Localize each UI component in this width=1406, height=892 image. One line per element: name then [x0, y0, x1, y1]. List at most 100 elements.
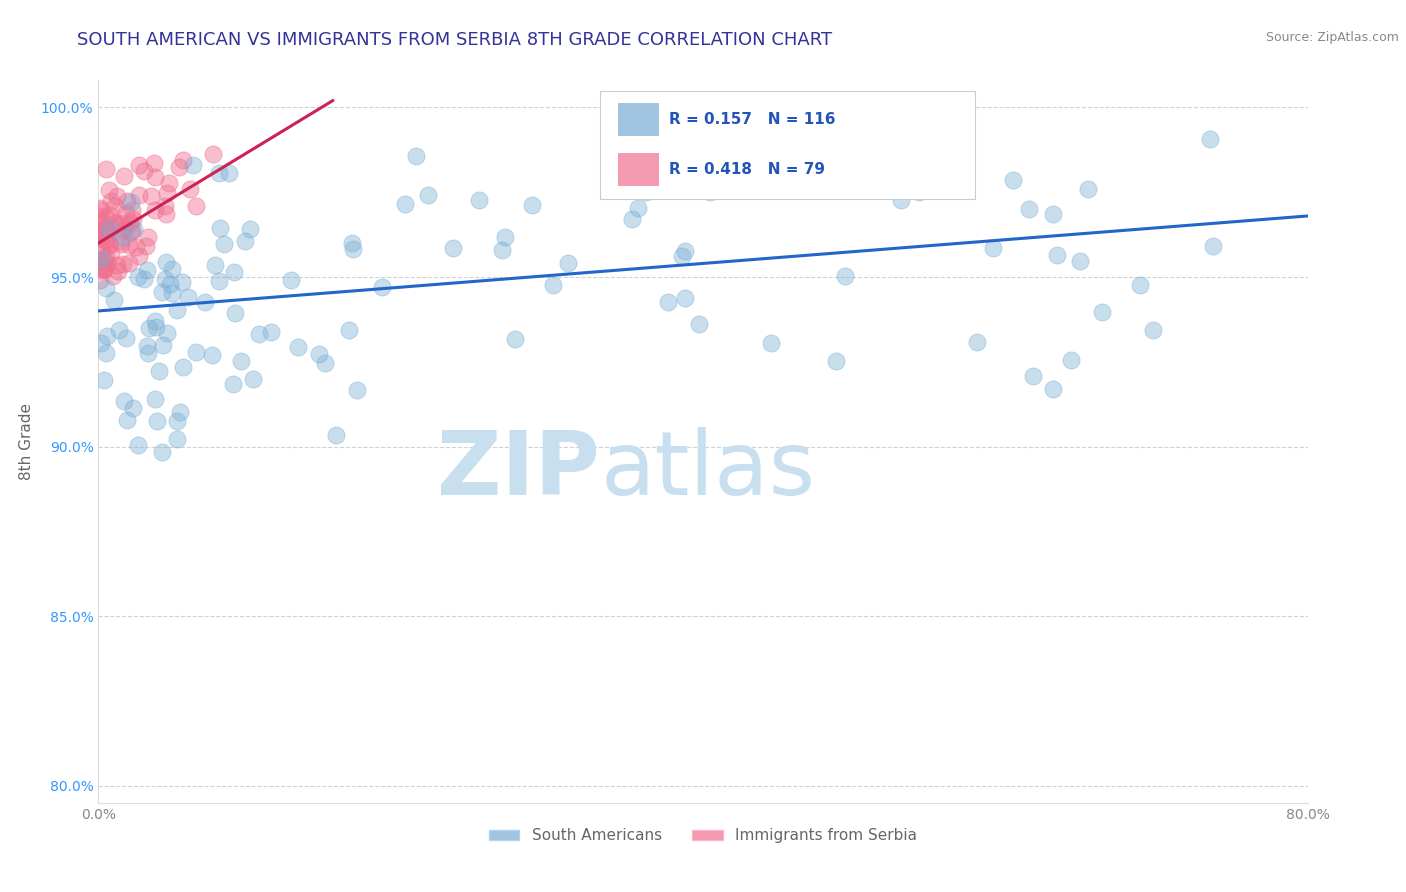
Point: [118, 215, 141, 229]
Point: [1042, 206, 1064, 220]
Point: [337, 323, 360, 337]
Point: [495, 230, 517, 244]
Point: [673, 244, 696, 258]
Point: [394, 197, 416, 211]
Point: [143, 202, 166, 217]
Point: [94, 255, 117, 269]
Point: [143, 314, 166, 328]
Point: [224, 306, 246, 320]
Point: [824, 353, 846, 368]
FancyBboxPatch shape: [619, 103, 659, 136]
Legend: South Americans, Immigrants from Serbia: South Americans, Immigrants from Serbia: [482, 822, 924, 849]
Point: [166, 414, 188, 428]
Point: [112, 169, 135, 183]
Point: [287, 340, 309, 354]
Point: [91, 237, 114, 252]
Point: [955, 94, 977, 108]
Point: [1129, 278, 1152, 293]
Point: [96, 256, 118, 270]
Point: [491, 243, 513, 257]
Point: [280, 273, 302, 287]
Point: [125, 240, 148, 254]
Point: [121, 223, 143, 237]
Point: [1018, 202, 1040, 216]
Point: [340, 236, 363, 251]
Point: [94, 211, 117, 225]
Point: [110, 237, 132, 252]
Point: [247, 326, 270, 341]
Point: [89, 253, 111, 268]
Point: [179, 182, 201, 196]
Point: [90, 335, 112, 350]
Text: SOUTH AMERICAN VS IMMIGRANTS FROM SERBIA 8TH GRADE CORRELATION CHART: SOUTH AMERICAN VS IMMIGRANTS FROM SERBIA…: [77, 31, 832, 49]
Point: [1069, 253, 1091, 268]
Point: [208, 166, 231, 180]
Point: [148, 364, 170, 378]
FancyBboxPatch shape: [619, 153, 659, 186]
Point: [441, 241, 464, 255]
Point: [136, 346, 159, 360]
Point: [157, 176, 180, 190]
Point: [105, 258, 128, 272]
Point: [186, 199, 208, 213]
Point: [153, 271, 176, 285]
Point: [118, 238, 141, 252]
Point: [155, 207, 177, 221]
Point: [143, 155, 166, 169]
Point: [90, 252, 112, 266]
Text: ZIP: ZIP: [437, 427, 600, 514]
Point: [152, 338, 174, 352]
Point: [89, 273, 111, 287]
Point: [97, 236, 120, 251]
Point: [145, 320, 167, 334]
Point: [204, 258, 226, 272]
Point: [1077, 182, 1099, 196]
Point: [156, 326, 179, 340]
Point: [156, 186, 179, 201]
Point: [90, 202, 112, 217]
Point: [1021, 368, 1043, 383]
Point: [114, 220, 136, 235]
Point: [97, 221, 120, 235]
Point: [1202, 239, 1225, 253]
Point: [1060, 353, 1083, 368]
Point: [239, 222, 262, 236]
Point: [627, 201, 650, 215]
Point: [242, 372, 264, 386]
Text: Source: ZipAtlas.com: Source: ZipAtlas.com: [1265, 31, 1399, 45]
Point: [153, 199, 176, 213]
Point: [110, 216, 132, 230]
Point: [834, 268, 856, 283]
Point: [100, 237, 122, 252]
Point: [89, 230, 111, 244]
Point: [89, 224, 111, 238]
Point: [112, 223, 135, 237]
Point: [118, 256, 141, 270]
Point: [673, 291, 696, 305]
Point: [224, 265, 246, 279]
Point: [128, 249, 150, 263]
Point: [1046, 248, 1069, 262]
Point: [136, 263, 159, 277]
Point: [132, 164, 155, 178]
Point: [138, 321, 160, 335]
Point: [89, 227, 111, 241]
Point: [169, 405, 191, 419]
Point: [233, 234, 256, 248]
Point: [120, 225, 142, 239]
Point: [150, 285, 173, 300]
Point: [671, 249, 693, 263]
Point: [201, 348, 224, 362]
Point: [740, 161, 762, 176]
Point: [91, 263, 114, 277]
Point: [370, 280, 392, 294]
Point: [503, 332, 526, 346]
Point: [214, 237, 236, 252]
Point: [91, 244, 114, 259]
Point: [91, 261, 114, 276]
Point: [115, 331, 138, 345]
Point: [1042, 382, 1064, 396]
Point: [260, 325, 283, 339]
Point: [124, 222, 146, 236]
Y-axis label: 8th Grade: 8th Grade: [20, 403, 34, 480]
